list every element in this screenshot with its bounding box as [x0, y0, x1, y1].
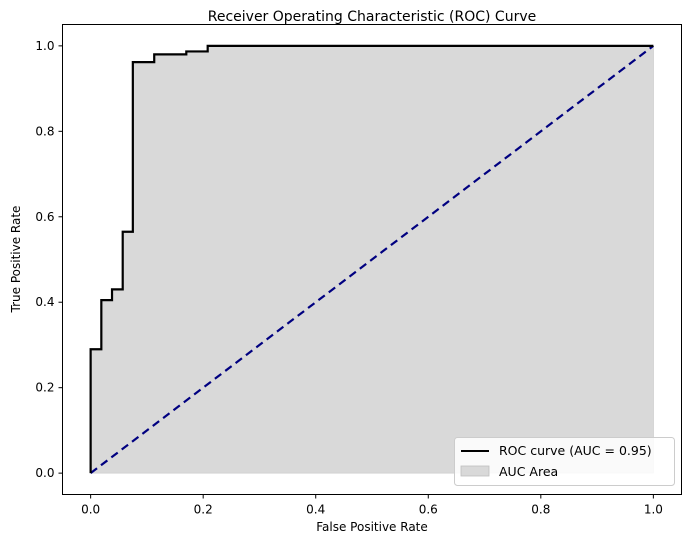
y-tick-label: 1.0 [35, 39, 54, 53]
x-tick-label: 1.0 [644, 503, 663, 517]
legend-roc-label: ROC curve (AUC = 0.95) [499, 443, 652, 458]
plot-frame [62, 24, 682, 495]
x-tick-label: 0.8 [531, 503, 550, 517]
x-tick-label: 0.6 [419, 503, 438, 517]
plot-area [89, 44, 655, 475]
legend: ROC curve (AUC = 0.95) AUC Area [454, 437, 675, 486]
x-axis-label: False Positive Rate [316, 520, 428, 534]
chart-title: Receiver Operating Characteristic (ROC) … [208, 9, 537, 25]
axis-ticks: 0.0 0.2 0.4 0.6 0.8 1.0 0.0 0.2 0.4 0.6 0.8 1.0 [35, 39, 663, 517]
y-tick-label: 0.4 [35, 295, 54, 309]
y-tick-label: 0.8 [35, 124, 54, 138]
roc-curve-line [89, 44, 654, 474]
y-tick-label: 0.6 [35, 210, 54, 224]
legend-box [454, 437, 675, 486]
legend-auc-swatch [460, 465, 490, 477]
y-axis-label: True Positive Rate [9, 206, 23, 314]
x-tick-label: 0.4 [306, 503, 325, 517]
y-tick-label: 0.0 [35, 466, 54, 480]
chance-diagonal-line [89, 44, 655, 475]
x-tick-label: 0.0 [81, 503, 100, 517]
legend-auc-label: AUC Area [499, 464, 558, 479]
y-tick-label: 0.2 [35, 381, 54, 395]
x-tick-label: 0.2 [194, 503, 213, 517]
